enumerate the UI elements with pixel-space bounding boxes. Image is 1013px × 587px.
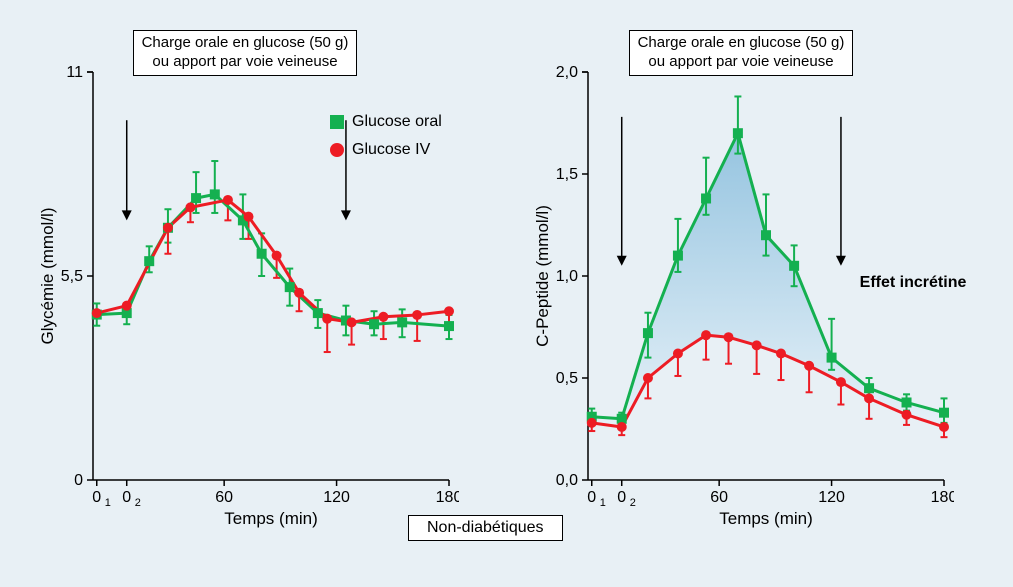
title-box-line: Charge orale en glucose (50 g) — [138, 34, 352, 53]
x-tick-label: 0 — [122, 489, 131, 506]
data-marker — [789, 261, 799, 271]
data-marker — [223, 195, 233, 205]
data-marker — [701, 193, 711, 203]
y-tick-label: 0,0 — [556, 472, 578, 489]
data-marker — [244, 212, 254, 222]
data-marker — [185, 202, 195, 212]
y-tick-label: 1,5 — [556, 166, 578, 183]
data-marker — [836, 377, 846, 387]
x-tick-label: 60 — [215, 489, 233, 506]
x-tick-subscript: 1 — [600, 497, 606, 509]
y-axis-label: Glycémie (mmol/l) — [38, 208, 57, 345]
data-marker — [397, 317, 407, 327]
title-box-line: ou apport par voie veineuse — [138, 53, 352, 72]
title-box-line: Charge orale en glucose (50 g) — [634, 34, 848, 53]
effet-incretine-label: Effet incrétine — [860, 274, 967, 292]
left-chart-title-box: Charge orale en glucose (50 g)ou apport … — [133, 30, 357, 76]
x-tick-label: 0 — [617, 489, 626, 506]
data-marker — [272, 251, 282, 261]
data-marker — [444, 306, 454, 316]
data-marker — [902, 410, 912, 420]
title-box-line: ou apport par voie veineuse — [634, 53, 848, 72]
data-marker — [902, 397, 912, 407]
data-marker — [617, 422, 627, 432]
data-marker — [643, 373, 653, 383]
data-marker — [673, 349, 683, 359]
arrow-head-icon — [122, 210, 132, 220]
data-marker — [444, 321, 454, 331]
x-tick-label: 0 — [587, 489, 596, 506]
data-marker — [587, 418, 597, 428]
arrow-head-icon — [617, 256, 627, 266]
y-tick-label: 11 — [66, 64, 83, 81]
arrow-head-icon — [836, 256, 846, 266]
data-marker — [163, 223, 173, 233]
arrow-head-icon — [341, 210, 351, 220]
data-marker — [724, 332, 734, 342]
x-tick-subscript: 2 — [135, 497, 141, 509]
data-marker — [322, 314, 332, 324]
x-tick-label: 120 — [323, 489, 350, 506]
data-marker — [939, 422, 949, 432]
data-marker — [827, 353, 837, 363]
data-marker — [313, 308, 323, 318]
data-marker — [347, 317, 357, 327]
data-marker — [378, 312, 388, 322]
x-tick-subscript: 2 — [630, 497, 636, 509]
data-marker — [864, 393, 874, 403]
x-tick-subscript: 1 — [105, 497, 111, 509]
data-marker — [761, 230, 771, 240]
data-marker — [122, 301, 132, 311]
data-marker — [191, 193, 201, 203]
x-tick-label: 120 — [818, 489, 845, 506]
data-marker — [294, 288, 304, 298]
left-chart: 05,511010260120180Temps (min)Glycémie (m… — [38, 64, 459, 535]
x-axis-label: Temps (min) — [224, 509, 318, 528]
data-marker — [210, 189, 220, 199]
data-marker — [804, 361, 814, 371]
y-tick-label: 5,5 — [61, 268, 83, 285]
data-marker — [144, 256, 154, 266]
x-tick-label: 0 — [92, 489, 101, 506]
data-marker — [92, 308, 102, 318]
data-marker — [939, 408, 949, 418]
y-tick-label: 0,5 — [556, 370, 578, 387]
y-tick-label: 0 — [74, 472, 83, 489]
data-marker — [285, 282, 295, 292]
data-marker — [412, 310, 422, 320]
data-marker — [776, 349, 786, 359]
data-marker — [752, 340, 762, 350]
y-tick-label: 1,0 — [556, 268, 578, 285]
data-marker — [733, 128, 743, 138]
x-tick-label: 180 — [931, 489, 954, 506]
right-chart: 0,00,51,01,52,0010260120180Temps (min)C-… — [533, 64, 954, 535]
x-tick-label: 60 — [710, 489, 728, 506]
data-marker — [701, 330, 711, 340]
y-axis-label: C-Peptide (mmol/l) — [533, 205, 552, 347]
data-marker — [643, 328, 653, 338]
x-axis-label: Temps (min) — [719, 509, 813, 528]
data-marker — [864, 383, 874, 393]
data-marker — [257, 249, 267, 259]
x-tick-label: 180 — [436, 489, 459, 506]
right-chart-title-box: Charge orale en glucose (50 g)ou apport … — [629, 30, 853, 76]
data-marker — [369, 319, 379, 329]
y-tick-label: 2,0 — [556, 64, 578, 81]
data-marker — [673, 251, 683, 261]
